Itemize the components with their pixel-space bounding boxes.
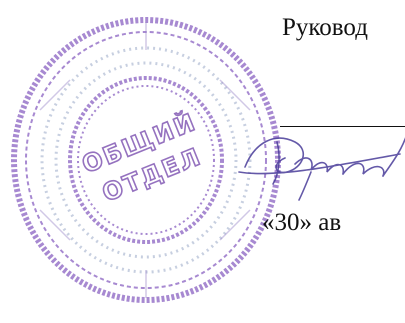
document-heading: Руковод [282,14,368,41]
handwritten-signature [238,137,405,201]
signature-line [280,126,405,127]
stamp-seal: ОБЩИЙ ОТДЕЛ [11,17,281,303]
date-line: «30» ав [262,209,342,236]
